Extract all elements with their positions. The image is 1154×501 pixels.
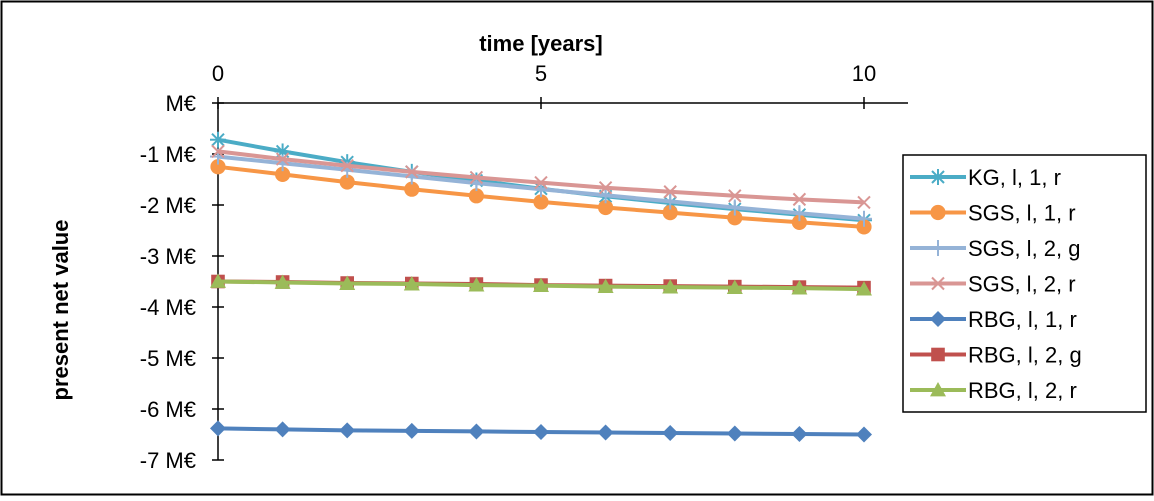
data-point	[533, 194, 549, 210]
data-point	[468, 423, 485, 440]
legend-marker	[931, 276, 945, 291]
data-point	[598, 180, 613, 195]
series	[210, 159, 872, 235]
data-point	[533, 277, 549, 292]
data-point	[468, 188, 484, 204]
legend-label: SGS, l, 2, g	[968, 236, 1081, 261]
data-point	[791, 205, 808, 222]
legend-marker	[930, 382, 946, 397]
data-point	[210, 159, 226, 175]
y-tick-label: -7 M€	[140, 448, 196, 473]
legend-marker	[931, 347, 945, 362]
data-point	[340, 159, 354, 173]
legend-item: KG, l, 1, r	[910, 165, 1061, 190]
data-point	[663, 185, 677, 199]
data-point	[210, 131, 226, 148]
data-point	[856, 281, 872, 296]
data-point	[210, 273, 226, 288]
y-tick-label: -5 M€	[140, 346, 196, 371]
data-point	[662, 279, 679, 294]
legend-item: SGS, l, 2, g	[910, 236, 1081, 261]
data-point	[274, 421, 291, 438]
data-point	[662, 193, 679, 210]
legend-marker	[930, 204, 946, 221]
data-point	[856, 210, 872, 227]
data-point	[274, 274, 291, 289]
data-point	[405, 165, 419, 179]
data-point	[404, 181, 420, 197]
x-axis-title: time [years]	[479, 31, 603, 56]
data-point	[728, 189, 742, 203]
x-tick-label: 0	[212, 61, 224, 86]
data-point	[856, 426, 872, 443]
y-tick-label: -3 M€	[140, 244, 196, 269]
data-point	[534, 175, 548, 190]
legend-label: RBG, l, 2, g	[968, 343, 1082, 368]
data-point	[469, 170, 484, 185]
data-point	[791, 425, 808, 442]
y-tick-label: M€	[165, 91, 196, 116]
data-point	[211, 144, 225, 159]
legend-item: RBG, l, 2, g	[910, 343, 1082, 368]
legend: KG, l, 1, r SGS, l, 1, r SGS, l, 2, g SGS, …	[902, 154, 1147, 413]
series	[210, 273, 872, 296]
data-point	[210, 420, 226, 437]
legend-marker	[930, 240, 946, 256]
legend-label: RBG, l, 2, r	[968, 378, 1077, 403]
legend-label: RBG, l, 1, r	[968, 307, 1077, 332]
y-tick-label: -6 M€	[140, 397, 196, 422]
series	[210, 420, 872, 443]
y-tick-label: -4 M€	[140, 295, 196, 320]
data-point	[339, 422, 356, 439]
data-point	[598, 199, 614, 216]
data-point	[727, 210, 743, 226]
legend-item: RBG, l, 2, r	[910, 378, 1077, 403]
series-layer	[210, 131, 872, 443]
data-point	[275, 152, 290, 166]
y-axis-title: present net value	[48, 220, 73, 401]
data-point	[662, 424, 679, 441]
data-point	[791, 280, 808, 295]
legend-marker	[930, 169, 946, 185]
data-point	[726, 279, 743, 295]
y-tick-label: -2 M€	[140, 193, 196, 218]
data-point	[662, 205, 678, 221]
legend-label: SGS, l, 2, r	[968, 272, 1076, 297]
x-tick-label: 10	[852, 61, 876, 86]
legend-label: SGS, l, 1, r	[968, 201, 1076, 226]
data-point	[533, 423, 549, 440]
data-point	[275, 166, 291, 182]
data-point	[726, 199, 743, 216]
data-point	[339, 174, 355, 190]
data-point	[403, 422, 420, 439]
data-point	[468, 277, 485, 292]
legend-marker	[930, 311, 946, 327]
data-point	[857, 195, 871, 210]
series	[211, 144, 871, 210]
legend-label: KG, l, 1, r	[968, 165, 1061, 190]
data-point	[597, 424, 614, 441]
legend-item: SGS, l, 2, r	[910, 272, 1076, 297]
data-point	[339, 275, 356, 290]
x-tick-label: 5	[535, 61, 547, 86]
data-point	[597, 278, 614, 293]
axes: 0 5 10 M€ -1 M€ -2 M€ -3 M€ -4 M€ -5 M€ -6 M€ -7 M…	[140, 61, 908, 473]
data-point	[791, 214, 808, 230]
data-point	[597, 187, 614, 204]
data-point	[792, 192, 807, 207]
data-point	[726, 425, 743, 442]
data-point	[403, 276, 420, 291]
y-tick-label: -1 M€	[140, 142, 196, 167]
data-point	[856, 219, 872, 235]
legend-item: RBG, l, 1, r	[910, 307, 1077, 332]
legend-item: SGS, l, 1, r	[910, 201, 1076, 226]
